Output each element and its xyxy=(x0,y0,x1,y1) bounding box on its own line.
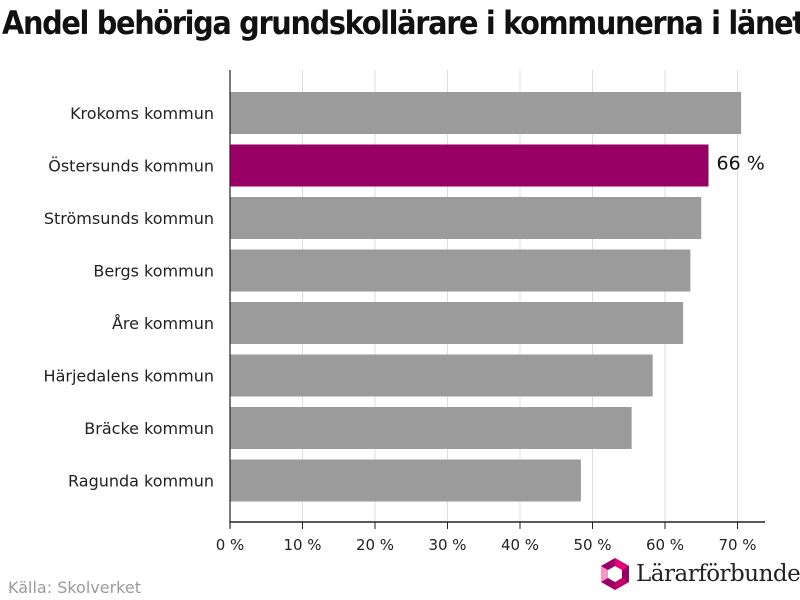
bar-6 xyxy=(230,407,632,449)
source-note: Källa: Skolverket xyxy=(8,578,141,597)
x-tick-label: 0 % xyxy=(216,536,245,554)
bar-1 xyxy=(230,144,709,187)
bar-5 xyxy=(230,354,653,397)
data-labels: 66 % xyxy=(717,153,765,175)
category-label: Ragunda kommun xyxy=(68,472,214,491)
x-tick-label: 30 % xyxy=(428,536,466,554)
x-tick-label: 20 % xyxy=(356,536,394,554)
category-label: Härjedalens kommun xyxy=(44,367,214,386)
category-labels: Krokoms kommun Östersunds kommun Strömsund… xyxy=(44,104,214,491)
logo-text: Lärarförbundet xyxy=(636,561,800,587)
category-label: Krokoms kommun xyxy=(70,104,214,123)
tick-labels: 0 % 10 % 20 % 30 % 40 % 50 % 60 % 70 % xyxy=(216,536,757,554)
grid-lines xyxy=(302,70,738,522)
x-tick-label: 70 % xyxy=(718,536,756,554)
logo: Lärarförbundet xyxy=(600,556,800,592)
x-tick-label: 40 % xyxy=(501,536,539,554)
bar-7 xyxy=(230,459,581,502)
bar-3 xyxy=(230,249,691,292)
x-tick-label: 50 % xyxy=(573,536,611,554)
lararforbundet-logo-icon xyxy=(601,558,629,590)
bar-2 xyxy=(230,197,702,239)
bars xyxy=(230,92,742,502)
x-tick-label: 10 % xyxy=(283,536,321,554)
category-label: Åre kommun xyxy=(112,314,214,333)
category-label: Bräcke kommun xyxy=(84,419,214,438)
bar-0 xyxy=(230,92,742,134)
x-tick-label: 60 % xyxy=(646,536,684,554)
category-label: Strömsunds kommun xyxy=(44,209,214,228)
bar-4 xyxy=(230,302,684,344)
category-label: Bergs kommun xyxy=(93,262,214,281)
x-axis xyxy=(229,70,765,529)
category-label: Östersunds kommun xyxy=(48,157,214,176)
chart-title: Andel behöriga grundskollärare i kommune… xyxy=(2,4,800,42)
data-label: 66 % xyxy=(717,153,765,175)
